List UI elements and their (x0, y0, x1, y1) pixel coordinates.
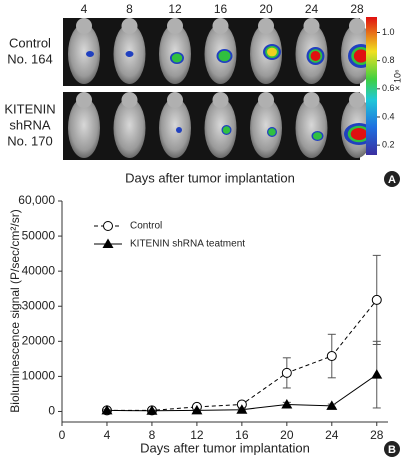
colorbar-tick-label: 1.0 (382, 27, 395, 37)
mouse (68, 98, 100, 158)
mouse (204, 98, 237, 158)
x-tick-label: 16 (235, 428, 249, 442)
point (146, 405, 158, 415)
legend-label: Control (130, 221, 162, 232)
signal-core (269, 129, 275, 135)
signal-core (310, 51, 321, 61)
day-label: 16 (214, 2, 228, 16)
mouse-head (121, 92, 138, 108)
x-tick-label: 20 (280, 428, 294, 442)
day-label: 28 (350, 2, 364, 16)
mouse (250, 98, 282, 158)
y-tick-label: 60,000 (18, 193, 55, 207)
row-label: No. 170 (7, 133, 53, 148)
x-tick-label: 0 (59, 428, 66, 442)
point (371, 294, 382, 305)
y-axis-label: Bioluminescence signal (P/sec/cm²/sr) (8, 209, 22, 412)
mouse (68, 24, 100, 84)
signal-core (353, 49, 369, 63)
colorbar-tick-label: 0.2 (382, 140, 395, 150)
mouse-head (212, 18, 229, 34)
colorbar-tick-label: 0.8 (382, 55, 395, 65)
point (191, 404, 203, 415)
mouse-head (258, 92, 274, 108)
x-tick-label: 12 (190, 428, 204, 442)
point (281, 367, 292, 378)
panel-badge (384, 441, 400, 457)
signal-mid (222, 126, 231, 134)
day-label: 4 (81, 2, 88, 16)
x-axis-label: Days after tumor implantation (140, 440, 310, 455)
mouse (159, 98, 191, 158)
panel-badge (384, 171, 400, 187)
signal-core (350, 127, 368, 141)
colorbar (366, 17, 377, 155)
y-tick-label: 0 (48, 404, 55, 418)
x-tick-label: 24 (325, 428, 339, 442)
day-label: 20 (259, 2, 273, 16)
signal-outer (125, 51, 134, 57)
signal-outer (86, 51, 94, 57)
signal-core (220, 52, 229, 60)
y-tick-label: 10000 (22, 369, 56, 383)
colorbar-tick-label: 0.4 (382, 111, 395, 121)
legend-marker (102, 238, 114, 248)
mouse-head (121, 18, 138, 34)
mouse-head (167, 18, 183, 34)
mouse-head (167, 92, 183, 108)
row-label: shRNA (9, 117, 51, 132)
point (371, 369, 383, 379)
colorbar-tick-label: 0.6 (382, 83, 395, 93)
day-label: 24 (305, 2, 319, 16)
point (326, 400, 338, 410)
signal-mid (171, 53, 183, 63)
mouse (295, 98, 328, 158)
signal-outer (176, 127, 182, 133)
signal-core (314, 133, 321, 139)
mouse-head (349, 18, 365, 34)
mouse-head (303, 18, 320, 34)
y-tick-label: 20000 (22, 333, 56, 347)
day-label: 8 (126, 2, 133, 16)
legend-marker (103, 221, 113, 231)
y-tick-label: 50000 (22, 228, 56, 242)
point (236, 404, 248, 414)
imaging-panel (63, 18, 374, 160)
colorbar-unit: × 10⁶ (392, 69, 402, 91)
mouse-head (349, 92, 365, 108)
y-tick-label: 40000 (22, 263, 56, 277)
row-label: No. 164 (7, 51, 53, 66)
point (326, 351, 337, 362)
x-tick-label: 4 (104, 428, 111, 442)
mouse-head (76, 92, 92, 108)
mouse-head (303, 92, 320, 108)
x-tick-label: 8 (149, 428, 156, 442)
legend-label: KITENIN shRNA teatment (130, 239, 245, 250)
row-label: KITENIN (4, 101, 55, 116)
point (101, 404, 113, 415)
y-tick-label: 30000 (22, 298, 56, 312)
row-label: Control (9, 35, 51, 50)
signal-core (267, 47, 277, 57)
mouse-head (76, 18, 92, 34)
day-label: 12 (168, 2, 182, 16)
panel-letter: A (388, 174, 396, 186)
x-tick-label: 28 (370, 428, 384, 442)
panel-a-x-label: Days after tumor implantation (125, 170, 295, 185)
point (281, 398, 293, 409)
mouse (113, 98, 146, 158)
mouse-head (212, 92, 229, 108)
panel-letter: B (388, 444, 396, 456)
mouse-head (258, 18, 274, 34)
